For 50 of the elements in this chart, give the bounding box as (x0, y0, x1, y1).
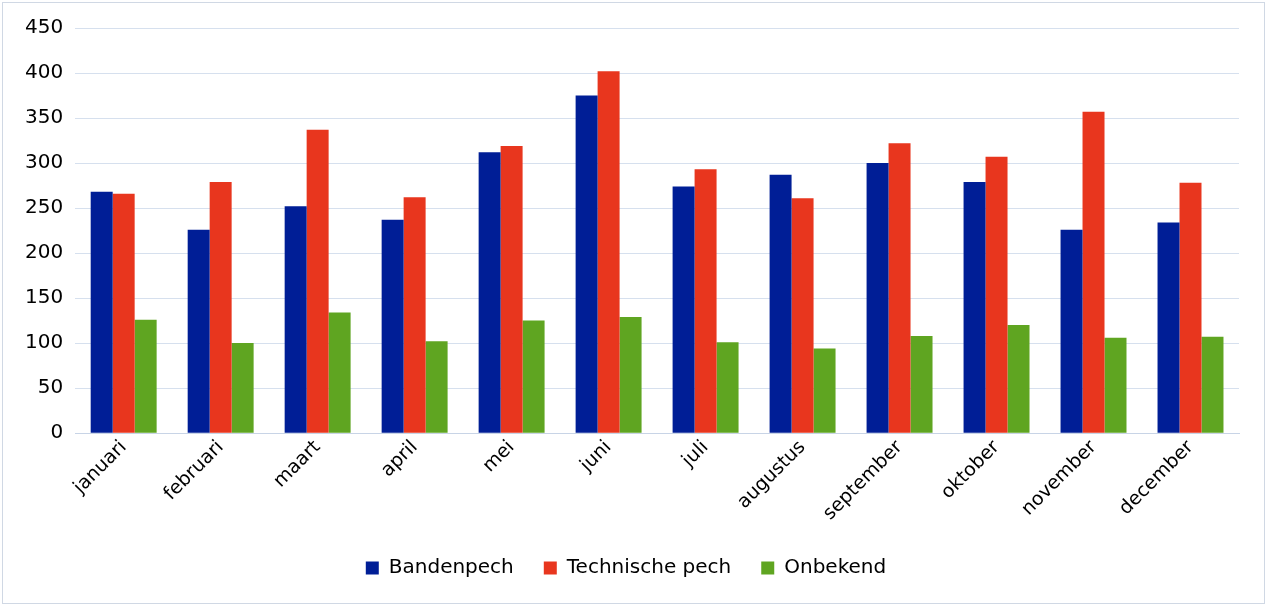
bar (985, 156, 1008, 433)
bar (425, 341, 448, 433)
bar (112, 193, 135, 433)
bar (791, 198, 814, 433)
bar (769, 174, 792, 433)
y-tick-label: 450 (24, 14, 64, 39)
bar (963, 181, 986, 433)
x-tick-label: juli (675, 434, 712, 471)
bar (716, 342, 739, 433)
bar (1007, 325, 1030, 433)
y-tick-label: 200 (24, 239, 64, 264)
bar (231, 343, 254, 433)
bar (866, 163, 889, 433)
bar (1104, 337, 1127, 433)
bar (619, 317, 642, 433)
bar (597, 71, 620, 433)
y-tick-label: 50 (37, 374, 64, 399)
bar (672, 186, 695, 433)
legend-label: Onbekend (784, 554, 887, 579)
y-tick-label: 0 (50, 419, 64, 444)
bar (1060, 229, 1083, 433)
bar (813, 348, 836, 433)
bar (888, 143, 911, 433)
y-tick-label: 350 (24, 104, 64, 129)
bar (478, 152, 501, 433)
bar (187, 229, 210, 433)
bar (381, 219, 404, 433)
bar (694, 169, 717, 433)
y-tick-label: 100 (24, 329, 64, 354)
bar (1201, 336, 1224, 433)
y-tick-label: 150 (24, 284, 64, 309)
bar (910, 335, 933, 433)
bar (1082, 111, 1105, 433)
bar (90, 191, 113, 433)
y-tick-label: 300 (24, 149, 64, 174)
legend-label: Bandenpech (388, 554, 514, 579)
bar (1179, 182, 1202, 433)
bar (522, 320, 545, 433)
bar (284, 206, 307, 433)
y-tick-label: 250 (24, 194, 64, 219)
bar (328, 312, 351, 433)
bar (500, 145, 523, 433)
bar (209, 181, 232, 433)
bar (306, 129, 329, 433)
bar (1157, 222, 1180, 433)
bar (403, 197, 426, 433)
legend-label: Technische pech (565, 554, 732, 579)
bar (134, 319, 157, 433)
bar (575, 95, 598, 433)
y-tick-label: 400 (24, 59, 64, 84)
